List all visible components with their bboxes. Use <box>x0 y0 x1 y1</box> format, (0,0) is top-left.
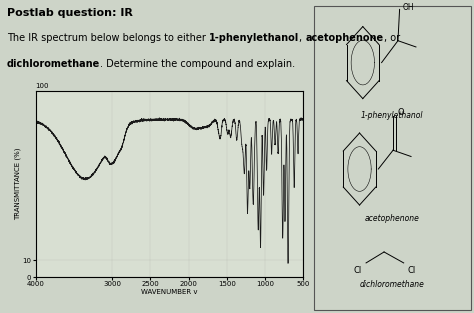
Text: 1-phenylethanol: 1-phenylethanol <box>361 111 423 120</box>
X-axis label: WAVENUMBER v: WAVENUMBER v <box>141 289 198 295</box>
Text: dichloromethane: dichloromethane <box>360 280 425 289</box>
Text: O: O <box>398 108 405 117</box>
Text: 100: 100 <box>36 83 49 89</box>
Text: The IR spectrum below belongs to either: The IR spectrum below belongs to either <box>7 33 209 43</box>
Text: 1-phenylethanol: 1-phenylethanol <box>209 33 300 43</box>
Text: Postlab question: IR: Postlab question: IR <box>7 8 133 18</box>
Text: . Determine the compound and explain.: . Determine the compound and explain. <box>100 59 295 69</box>
Text: Cl: Cl <box>408 266 416 275</box>
Text: acetophenone: acetophenone <box>306 33 384 43</box>
Text: ,: , <box>300 33 306 43</box>
Text: acetophenone: acetophenone <box>365 214 419 223</box>
Text: , or: , or <box>384 33 400 43</box>
Y-axis label: TRANSMITTANCE (%): TRANSMITTANCE (%) <box>15 148 21 220</box>
Text: dichloromethane: dichloromethane <box>7 59 100 69</box>
Text: OH: OH <box>403 3 414 12</box>
Text: Cl: Cl <box>354 266 362 275</box>
